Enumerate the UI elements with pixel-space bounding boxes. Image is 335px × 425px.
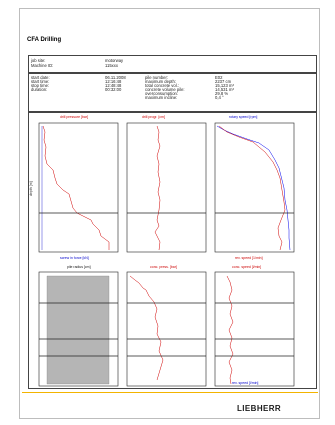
max-depth-value: 2237 cm: [215, 79, 232, 84]
liebherr-logo: LIEBHERR: [237, 404, 282, 413]
chart-4-title: pile radius [cm]: [67, 265, 91, 269]
depth-axis-label: depth [m]: [29, 181, 33, 196]
charts-container: drill pressure [bar] drill progr. [cm] r…: [28, 111, 317, 389]
chart-2-frame: [126, 122, 207, 253]
pile-radius-area: [46, 275, 110, 385]
total-concrete-value: 15,123 m³: [215, 83, 234, 88]
overconsumption-label: overconsumption:: [145, 91, 179, 96]
report-title: CFA Drilling: [27, 37, 62, 43]
rotary-speed-line: [216, 125, 291, 251]
start-time-label: start time:: [31, 79, 50, 84]
job-site-label: job site:: [31, 58, 46, 63]
chart-6-title: conc. speed [l/min]: [232, 265, 261, 269]
rev-speed-line: [218, 125, 286, 251]
max-depth-label: maximum depth:: [145, 79, 176, 84]
chart-5-frame: [126, 271, 207, 387]
start-time-value: 12:16:48: [105, 79, 122, 84]
concrete-pile-value: 14,531 m³: [215, 87, 234, 92]
overconsumption-value: 29,8 %: [215, 91, 229, 96]
concrete-pile-label: concrete volume pile:: [145, 87, 185, 92]
chart-3-title: rotary speed [rpm]: [229, 115, 257, 119]
max-incline-label: maximum incline:: [145, 95, 178, 100]
start-date-label: start date:: [31, 75, 50, 80]
start-date-value: 06.11.2008: [105, 75, 126, 80]
conc-press-line: [129, 275, 164, 381]
pile-number-label: pile number:: [145, 75, 169, 80]
machine-label: Machine ID:: [31, 63, 54, 68]
chart-3-xlabel: rev. speed [1/min]: [235, 256, 263, 260]
chart-4-frame: [38, 271, 119, 387]
chart-1-frame: [38, 122, 119, 253]
pile-number-value: E02: [215, 75, 223, 80]
chart-3-frame: [214, 122, 295, 253]
pile-stats-box: start date: 06.11.2008 start time: 12:16…: [28, 72, 317, 113]
lower-chart-row: pile radius [cm] conc. press. [bar] conc…: [38, 265, 295, 387]
total-concrete-label: total concrete vol.:: [145, 83, 179, 88]
footer-line: [22, 392, 318, 393]
chart-6-frame: [214, 271, 295, 387]
stop-time-value: 12:48:48: [105, 83, 122, 88]
drill-pressure-line: [42, 125, 110, 250]
conc-speed-line: [226, 275, 234, 385]
chart-2-title: drill progr. [cm]: [142, 115, 165, 119]
duration-value: 00:32:00: [105, 87, 122, 92]
max-incline-value: 0,4 °: [215, 95, 224, 100]
upper-chart-row: drill pressure [bar] drill progr. [cm] r…: [29, 115, 295, 260]
charts-svg: drill pressure [bar] drill progr. [cm] r…: [29, 115, 295, 387]
chart-6-xlabel: rev. speed [l/min]: [232, 381, 258, 385]
job-site-value: motorway: [105, 58, 124, 63]
chart-5-title: conc. press. [bar]: [150, 265, 177, 269]
drill-progr-line: [154, 125, 161, 251]
chart-1-xlabel: screw in force [kN]: [60, 256, 89, 260]
duration-label: duration:: [31, 87, 48, 92]
chart-1-title: drill pressure [bar]: [60, 115, 88, 119]
machine-value: 115xxx: [105, 63, 118, 68]
job-info-box: job site: motorway Machine ID: 115xxx: [28, 55, 317, 74]
stop-time-label: stop time:: [31, 83, 50, 88]
